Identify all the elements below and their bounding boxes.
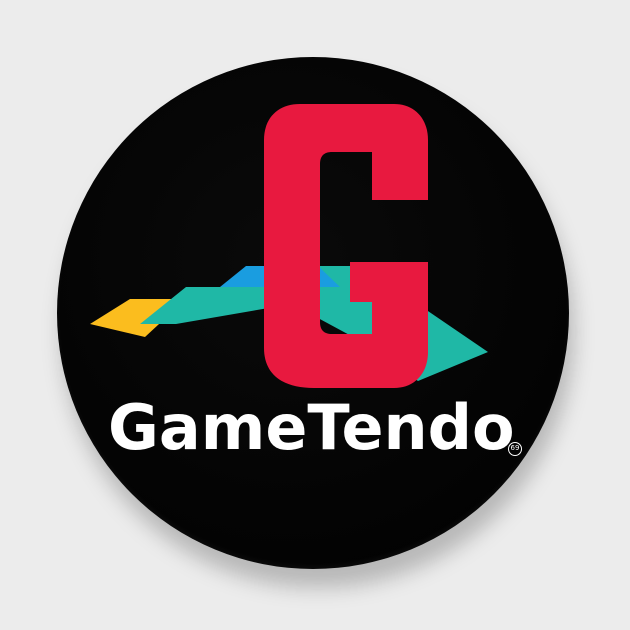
brand-name: GameTendo [108, 391, 515, 464]
red-g-letter [264, 104, 428, 388]
badge-mark: 69 [508, 442, 522, 456]
